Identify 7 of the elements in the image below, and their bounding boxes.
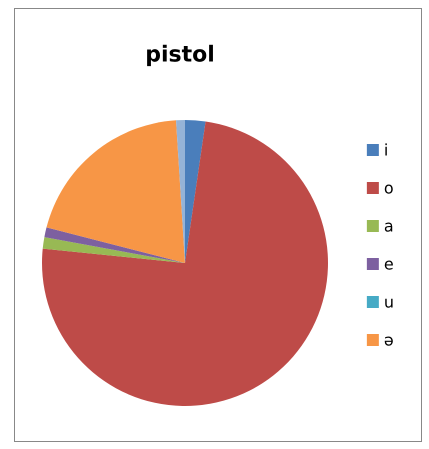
legend-label: i: [384, 140, 388, 160]
legend-label: e: [384, 254, 394, 274]
legend-label: a: [384, 216, 394, 236]
chart-title: pistol: [145, 42, 215, 68]
legend-label: u: [384, 292, 394, 312]
legend-label: o: [384, 178, 394, 198]
legend-label: ə: [384, 330, 394, 350]
